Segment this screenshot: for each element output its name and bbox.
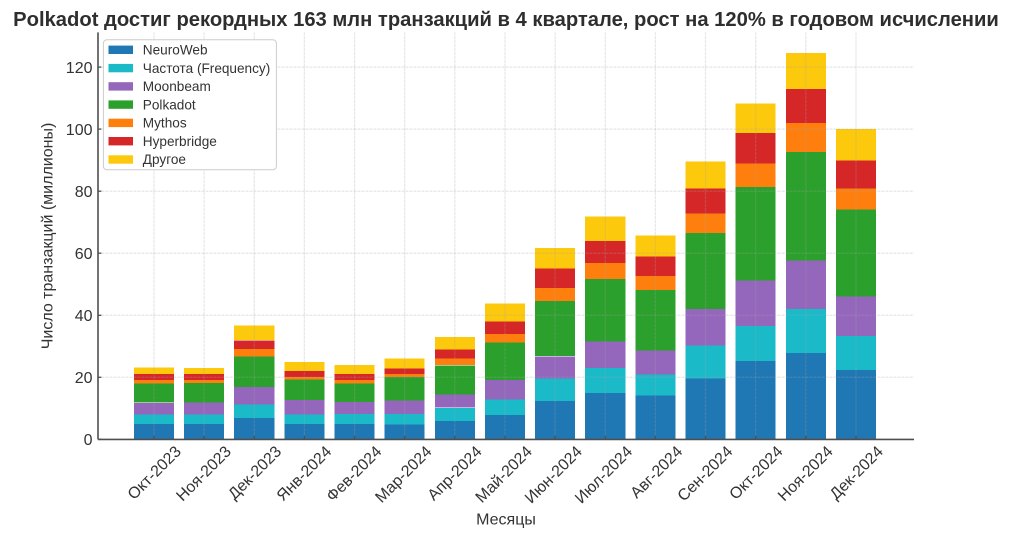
- svg-text:60: 60: [75, 246, 93, 263]
- svg-text:Другое: Другое: [143, 152, 186, 167]
- svg-text:20: 20: [75, 370, 93, 387]
- svg-text:Частота (Frequency): Частота (Frequency): [143, 61, 270, 76]
- svg-text:Polkadot достиг рекордных 163: Polkadot достиг рекордных 163 млн транза…: [13, 9, 999, 31]
- svg-text:0: 0: [84, 432, 93, 449]
- svg-text:Mythos: Mythos: [143, 116, 187, 131]
- svg-text:40: 40: [75, 308, 93, 325]
- svg-text:Месяцы: Месяцы: [476, 512, 536, 529]
- svg-text:Moonbeam: Moonbeam: [143, 79, 211, 94]
- svg-text:NeuroWeb: NeuroWeb: [143, 43, 208, 58]
- svg-text:Число транзакций (миллионы): Число транзакций (миллионы): [40, 123, 57, 350]
- svg-text:80: 80: [75, 184, 93, 201]
- svg-text:Polkadot: Polkadot: [143, 97, 196, 112]
- svg-text:100: 100: [66, 122, 93, 139]
- svg-text:Hyperbridge: Hyperbridge: [143, 134, 217, 149]
- svg-text:120: 120: [66, 60, 93, 77]
